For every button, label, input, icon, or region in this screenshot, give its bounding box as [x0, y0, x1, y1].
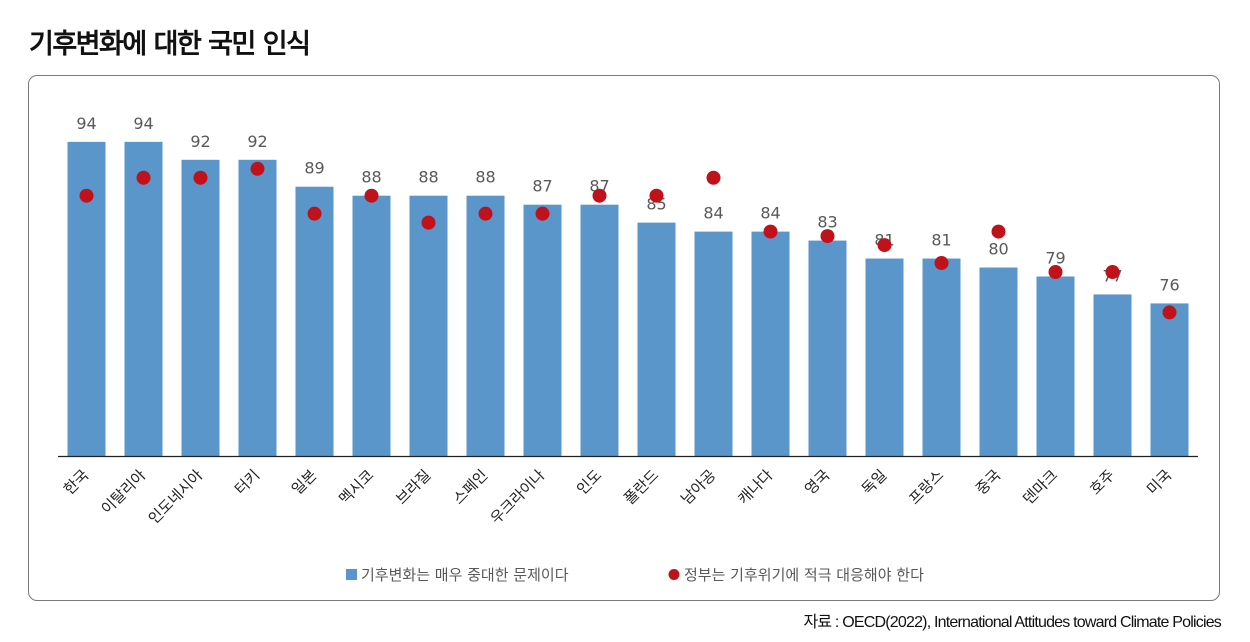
category-label: 남아공	[677, 466, 719, 508]
category-label: 덴마크	[1019, 466, 1061, 508]
legend: 기후변화는 매우 중대한 문제이다 정부는 기후위기에 적극 대응해야 한다	[346, 566, 924, 584]
value-label: 94	[76, 114, 96, 133]
value-label: 83	[817, 213, 837, 232]
legend-bar-label: 기후변화는 매우 중대한 문제이다	[361, 566, 569, 584]
dot	[421, 215, 436, 230]
value-label: 88	[418, 168, 438, 187]
bar	[409, 195, 448, 456]
dot	[649, 188, 664, 203]
bar	[1150, 303, 1189, 456]
category-label: 이탈리아	[98, 466, 150, 518]
category-label: 터키	[231, 466, 263, 498]
dot	[535, 206, 550, 221]
legend-dot-swatch	[668, 569, 680, 580]
value-label: 89	[304, 159, 324, 178]
dot	[1048, 265, 1063, 279]
category-label: 브라질	[392, 466, 434, 508]
value-label: 88	[361, 168, 381, 187]
value-label: 79	[1045, 248, 1065, 267]
bar	[295, 186, 334, 457]
dot	[991, 224, 1006, 239]
source-note: 자료 : OECD(2022), International Attitudes…	[803, 614, 1221, 631]
dot	[250, 161, 265, 176]
category-label: 한국	[60, 466, 92, 498]
dot	[934, 256, 949, 271]
category-label: 캐나다	[734, 466, 776, 508]
value-label: 94	[133, 114, 153, 133]
bar	[922, 258, 961, 456]
category-label: 영국	[801, 466, 833, 498]
category-label: 프랑스	[905, 466, 947, 508]
category-label: 우크라이나	[487, 466, 549, 528]
bar	[751, 231, 790, 456]
category-label: 호주	[1086, 466, 1118, 498]
category-label: 미국	[1143, 466, 1175, 498]
dot	[1105, 265, 1120, 279]
dot	[364, 188, 379, 203]
value-label: 84	[703, 204, 723, 223]
category-label: 인도네시아	[145, 466, 207, 528]
bar	[1036, 276, 1075, 456]
value-label: 88	[475, 168, 495, 187]
dot	[592, 188, 607, 203]
category-label: 일본	[288, 466, 320, 498]
chart-frame: 9494929289888888878785848483818180797776…	[28, 75, 1220, 601]
bar	[352, 195, 391, 456]
value-label: 76	[1159, 275, 1179, 294]
value-label: 80	[988, 240, 1008, 259]
bar	[979, 267, 1018, 456]
page-title: 기후변화에 대한 국민 인식	[29, 29, 311, 60]
dot	[1162, 305, 1177, 320]
value-label: 87	[532, 177, 552, 196]
value-label: 81	[931, 231, 951, 250]
bar	[181, 159, 220, 456]
bar	[865, 258, 904, 456]
value-labels-layer: 9494929289888888878785848483818180797776	[76, 114, 1179, 295]
bar	[637, 222, 676, 456]
dots-layer	[79, 161, 1177, 320]
dot	[706, 170, 721, 185]
bar	[1093, 294, 1132, 456]
legend-bar-swatch	[346, 569, 357, 580]
bar	[124, 141, 163, 456]
bar	[808, 240, 847, 456]
dot	[877, 238, 892, 253]
bar	[580, 204, 619, 456]
value-label: 92	[247, 132, 267, 151]
dot	[193, 170, 208, 185]
bar	[238, 159, 277, 456]
bar-chart: 9494929289888888878785848483818180797776…	[58, 114, 1198, 584]
bars-layer	[67, 141, 1189, 457]
value-label: 84	[760, 204, 780, 223]
dot	[307, 206, 322, 221]
bar	[523, 204, 562, 456]
value-label: 92	[190, 132, 210, 151]
dot	[820, 229, 835, 244]
category-label: 폴란드	[620, 466, 662, 508]
category-label: 독일	[858, 466, 890, 498]
dot	[79, 188, 94, 203]
bar	[466, 195, 505, 456]
category-label: 멕시코	[335, 466, 377, 508]
bar	[694, 231, 733, 456]
dot	[478, 206, 493, 221]
category-label: 인도	[573, 466, 605, 498]
dot	[136, 170, 151, 185]
category-label: 중국	[972, 466, 1004, 498]
legend-dot-label: 정부는 기후위기에 적극 대응해야 한다	[684, 566, 924, 584]
dot	[763, 224, 778, 239]
category-label: 스페인	[449, 466, 491, 508]
